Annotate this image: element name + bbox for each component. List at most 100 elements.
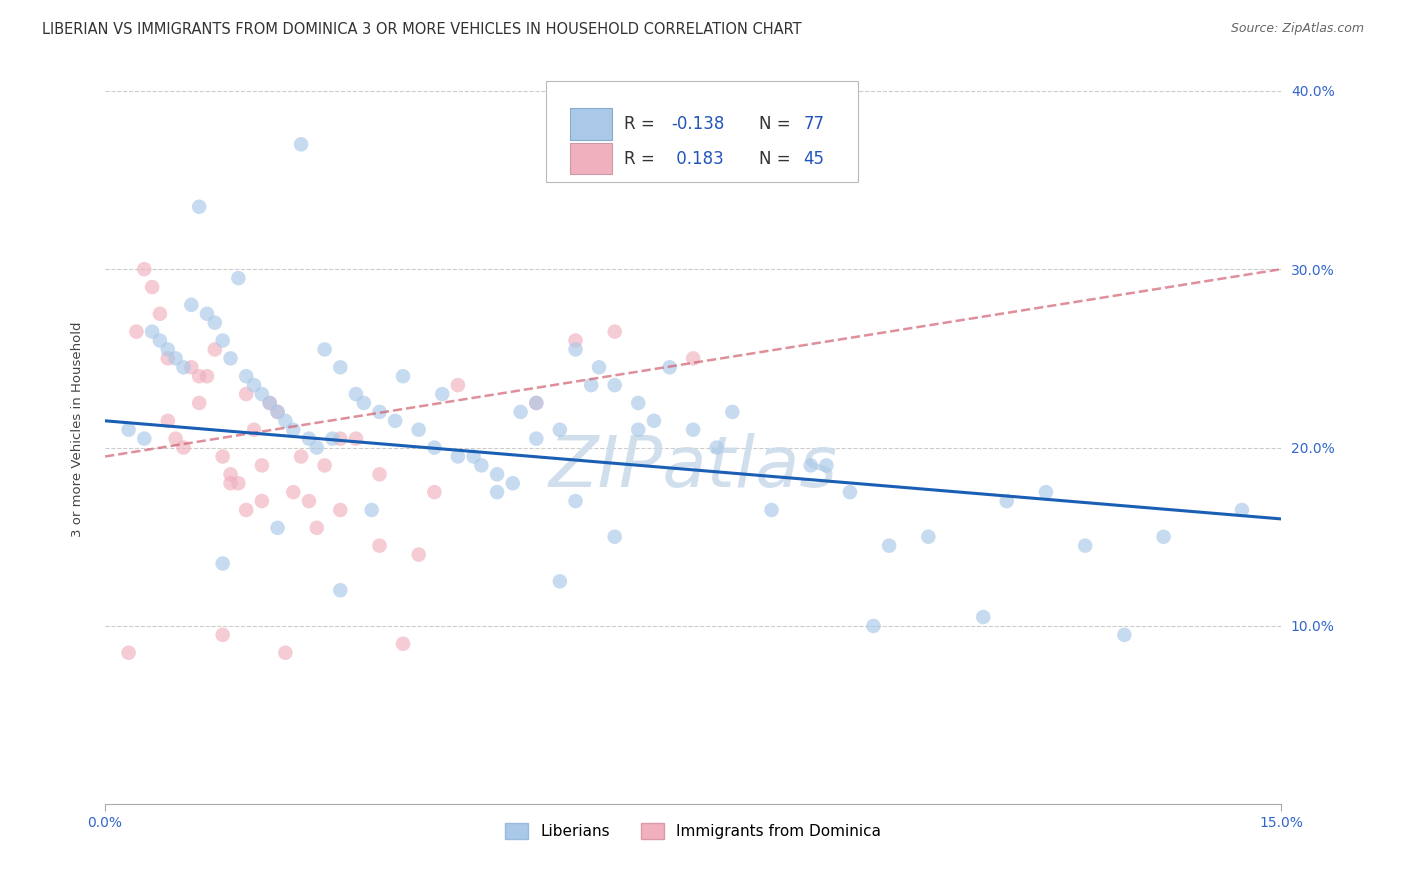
Point <box>141 280 163 294</box>
Point <box>211 557 233 571</box>
Point <box>627 396 650 410</box>
Text: LIBERIAN VS IMMIGRANTS FROM DOMINICA 3 OR MORE VEHICLES IN HOUSEHOLD CORRELATION: LIBERIAN VS IMMIGRANTS FROM DOMINICA 3 O… <box>42 22 801 37</box>
Point <box>156 414 179 428</box>
Point <box>423 485 446 500</box>
Point <box>368 539 391 553</box>
Point <box>188 396 211 410</box>
Text: 0.183: 0.183 <box>671 150 724 168</box>
Point <box>463 450 485 464</box>
Point <box>266 405 288 419</box>
Text: 45: 45 <box>804 150 825 168</box>
Point <box>211 628 233 642</box>
Text: N =: N = <box>759 115 796 133</box>
Point <box>1035 485 1057 500</box>
Point <box>250 387 273 401</box>
Point <box>329 360 352 375</box>
Point <box>211 450 233 464</box>
Point <box>368 405 391 419</box>
Point <box>761 503 783 517</box>
Point <box>344 387 367 401</box>
Point <box>627 423 650 437</box>
Point <box>486 485 509 500</box>
Point <box>149 307 172 321</box>
Point <box>408 423 430 437</box>
Point <box>117 423 139 437</box>
Point <box>165 351 187 366</box>
Point <box>305 521 328 535</box>
Point <box>548 574 571 589</box>
Point <box>172 360 194 375</box>
Point <box>384 414 406 428</box>
Point <box>1230 503 1253 517</box>
Point <box>243 378 266 392</box>
Point <box>995 494 1018 508</box>
Point <box>706 441 728 455</box>
Point <box>839 485 862 500</box>
Point <box>235 387 257 401</box>
Text: R =: R = <box>624 115 659 133</box>
Point <box>172 441 194 455</box>
Point <box>432 387 454 401</box>
Point <box>195 307 218 321</box>
Point <box>815 458 838 473</box>
Point <box>321 432 343 446</box>
Point <box>877 539 900 553</box>
Point <box>408 548 430 562</box>
Point <box>259 396 281 410</box>
Point <box>259 396 281 410</box>
Point <box>134 432 156 446</box>
Point <box>682 351 704 366</box>
FancyBboxPatch shape <box>546 81 858 183</box>
Point <box>117 646 139 660</box>
Point <box>188 369 211 384</box>
Point <box>564 334 586 348</box>
Point <box>524 432 547 446</box>
Point <box>243 423 266 437</box>
Point <box>228 476 250 491</box>
Text: 77: 77 <box>804 115 825 133</box>
Point <box>266 405 288 419</box>
Point <box>392 637 415 651</box>
Point <box>134 262 156 277</box>
Point <box>188 200 211 214</box>
Point <box>524 396 547 410</box>
Point <box>180 360 202 375</box>
Point <box>298 494 321 508</box>
Text: N =: N = <box>759 150 796 168</box>
Point <box>305 441 328 455</box>
Point <box>603 530 626 544</box>
Point <box>204 343 226 357</box>
Point <box>470 458 492 473</box>
Point <box>125 325 148 339</box>
Point <box>228 271 250 285</box>
FancyBboxPatch shape <box>569 108 612 140</box>
Point <box>643 414 665 428</box>
Point <box>1114 628 1136 642</box>
Point <box>564 494 586 508</box>
Point <box>1074 539 1097 553</box>
Point <box>283 423 305 437</box>
Point <box>250 494 273 508</box>
Point <box>314 458 336 473</box>
Point <box>344 432 367 446</box>
Point <box>862 619 884 633</box>
Point <box>329 503 352 517</box>
Point <box>180 298 202 312</box>
Point <box>266 521 288 535</box>
Point <box>682 423 704 437</box>
Point <box>353 396 375 410</box>
Point <box>564 343 586 357</box>
Point <box>204 316 226 330</box>
Point <box>298 432 321 446</box>
Text: Source: ZipAtlas.com: Source: ZipAtlas.com <box>1230 22 1364 36</box>
Point <box>219 351 242 366</box>
Point <box>524 396 547 410</box>
Point <box>165 432 187 446</box>
Point <box>274 414 297 428</box>
Point <box>392 369 415 384</box>
Point <box>290 137 312 152</box>
Point <box>603 378 626 392</box>
Point <box>447 378 470 392</box>
Point <box>579 378 602 392</box>
Point <box>800 458 823 473</box>
